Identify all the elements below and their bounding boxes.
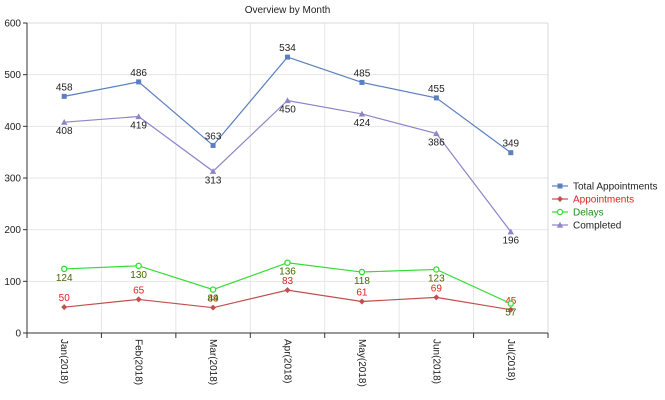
data-label-delays: 57	[505, 308, 517, 319]
x-tick-label: Apr(2018)	[282, 339, 293, 383]
x-tick-label: Feb(2018)	[133, 339, 144, 385]
legend-marker-total-appointments	[557, 183, 563, 189]
data-point-delays	[507, 300, 515, 307]
data-point-delays	[209, 286, 217, 293]
data-label-delays: 84	[208, 294, 220, 305]
y-tick-label: 0	[15, 329, 21, 340]
legend-item-appointments: Appointments	[573, 195, 634, 206]
data-label-appointments: 83	[282, 276, 294, 287]
data-label-completed: 196	[502, 236, 519, 247]
data-point-completed	[209, 168, 217, 174]
data-label-appointments: 69	[431, 283, 443, 294]
y-tick-label: 300	[4, 174, 21, 185]
data-point-total-appointments	[210, 142, 216, 148]
data-label-completed: 450	[279, 105, 296, 116]
x-tick-label: May(2018)	[356, 339, 367, 387]
data-point-delays	[60, 265, 68, 273]
data-point-total-appointments	[359, 79, 365, 85]
legend-item-delays: Delays	[573, 208, 604, 219]
y-tick-label: 200	[4, 225, 21, 236]
data-label-completed: 313	[205, 175, 222, 186]
data-point-appointments	[135, 296, 142, 303]
y-tick-label: 500	[4, 70, 21, 81]
data-point-completed	[507, 228, 514, 235]
data-label-delays: 123	[428, 273, 445, 284]
data-point-completed	[135, 113, 142, 120]
data-point-completed	[358, 110, 366, 117]
data-point-appointments	[284, 287, 291, 294]
x-tick-label: Jan(2018)	[58, 339, 69, 384]
data-point-completed	[284, 97, 291, 104]
data-point-total-appointments	[508, 150, 514, 156]
data-point-appointments	[507, 306, 514, 313]
data-label-total-appointments: 349	[502, 139, 519, 150]
data-label-total-appointments: 486	[130, 68, 147, 79]
x-tick-label: Jun(2018)	[430, 339, 441, 384]
data-label-appointments: 61	[356, 287, 368, 298]
data-label-total-appointments: 455	[428, 84, 445, 95]
data-point-total-appointments	[136, 79, 142, 85]
legend-item-total-appointments: Total Appointments	[573, 182, 658, 193]
legend-marker-completed	[556, 221, 564, 228]
y-tick-label: 100	[4, 277, 21, 288]
legend-marker-appointments	[557, 196, 563, 202]
legend-item-completed: Completed	[573, 221, 621, 232]
data-label-delays: 130	[130, 270, 147, 281]
data-point-delays	[358, 268, 366, 276]
data-label-total-appointments: 458	[56, 82, 73, 93]
x-tick-label: Jul(2018)	[505, 339, 516, 381]
data-label-appointments: 49	[208, 294, 220, 305]
data-point-appointments	[210, 304, 217, 311]
chart-title: Overview by Month	[245, 5, 331, 16]
legend-marker-delays	[556, 208, 564, 216]
data-label-total-appointments: 534	[279, 43, 296, 54]
data-point-delays	[433, 266, 440, 273]
data-point-completed	[61, 119, 68, 125]
data-point-total-appointments	[433, 95, 439, 101]
data-label-completed: 424	[354, 118, 371, 129]
data-label-delays: 136	[279, 267, 296, 278]
data-label-completed: 408	[56, 126, 73, 137]
data-label-delays: 118	[354, 276, 370, 287]
data-point-total-appointments	[61, 93, 67, 99]
data-point-completed	[433, 130, 440, 137]
y-tick-label: 600	[4, 19, 21, 30]
data-label-appointments: 65	[133, 285, 145, 296]
data-label-completed: 386	[428, 138, 445, 149]
data-label-total-appointments: 363	[205, 131, 222, 142]
data-label-appointments: 50	[59, 293, 71, 304]
data-point-delays	[284, 259, 291, 266]
data-point-total-appointments	[285, 54, 290, 60]
data-label-completed: 419	[130, 121, 147, 132]
data-point-appointments	[358, 298, 365, 305]
data-point-appointments	[61, 304, 68, 311]
data-point-appointments	[433, 294, 440, 301]
x-tick-label: Mar(2018)	[207, 339, 218, 385]
data-label-total-appointments: 485	[354, 68, 371, 79]
data-point-delays	[135, 262, 142, 270]
y-tick-label: 400	[4, 122, 21, 133]
data-label-delays: 124	[56, 273, 73, 284]
